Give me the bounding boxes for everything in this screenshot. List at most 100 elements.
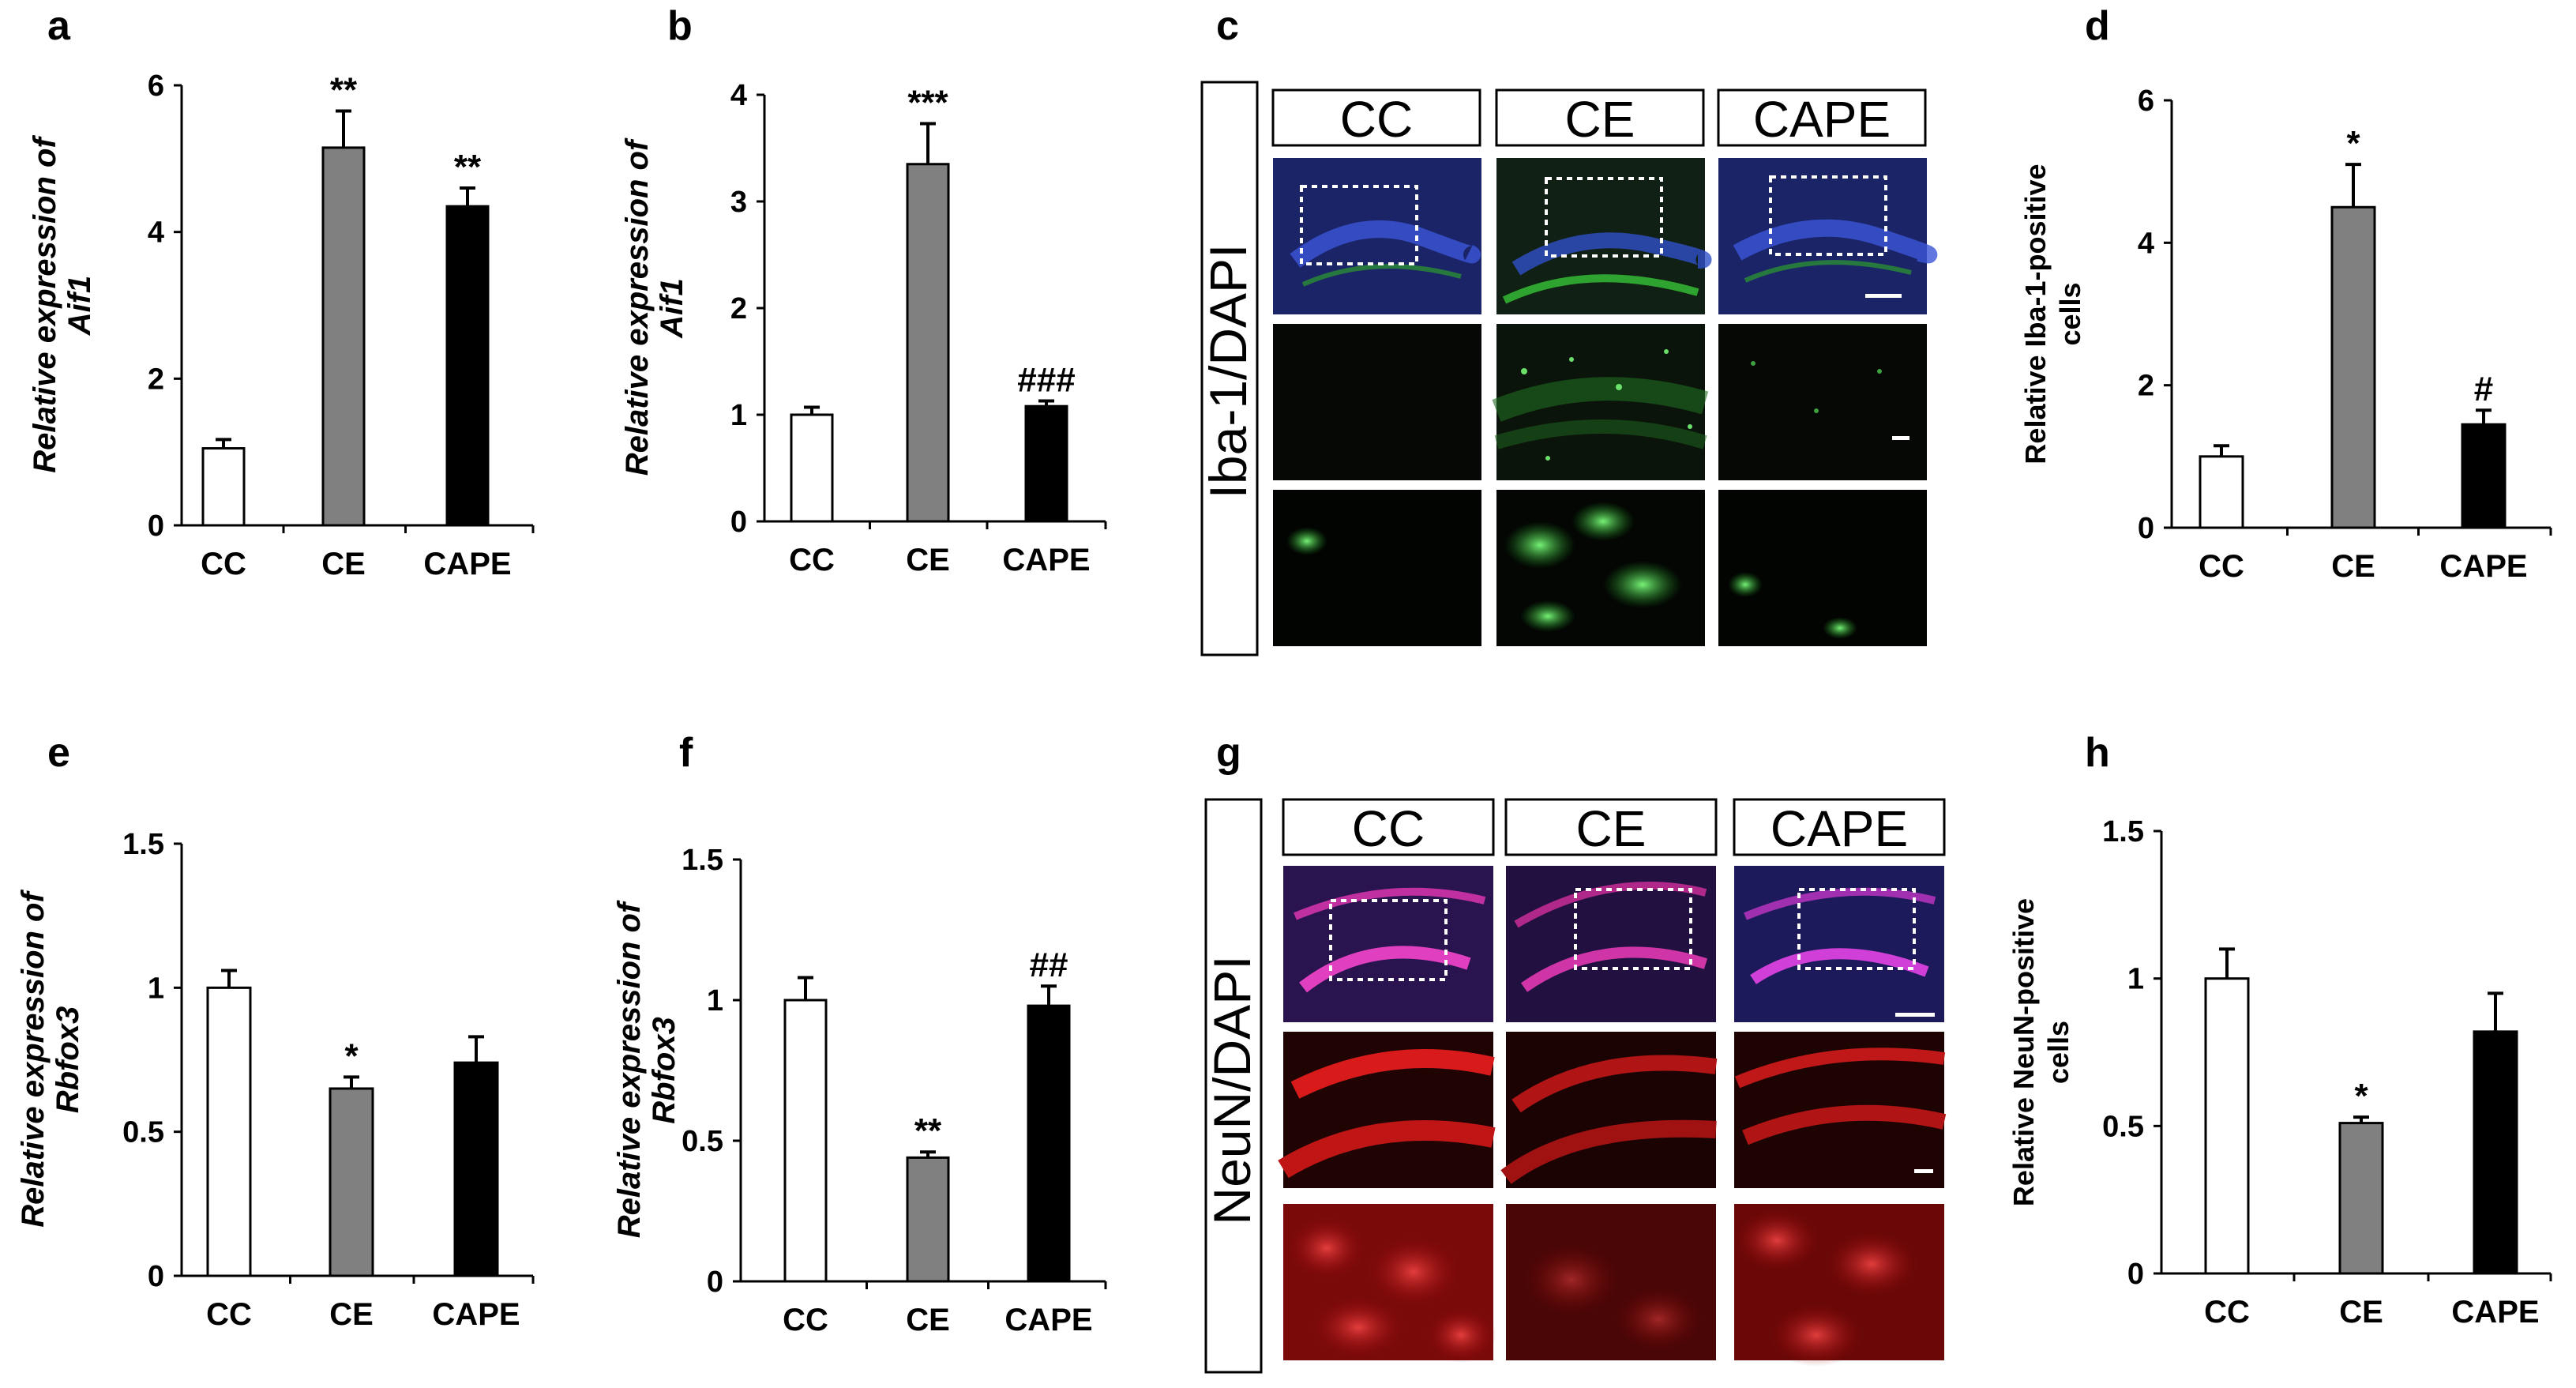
column-header-cape: CAPE <box>1753 91 1891 148</box>
category-label-cc: CC <box>206 1297 252 1332</box>
bar-f-ce <box>906 1156 950 1283</box>
y-tick-label: 1 <box>2127 963 2144 996</box>
y-tick-label: 0 <box>730 506 747 539</box>
y-tick-label: 1 <box>707 984 723 1017</box>
panel-label-e: e <box>47 730 70 776</box>
y-tick-label: 2 <box>148 363 164 396</box>
micrograph-c-overview-ce <box>1496 158 1712 314</box>
column-header-ce: CE <box>1565 91 1635 148</box>
scale-bar-g-1 <box>1895 1013 1935 1017</box>
y-tick-label: 0 <box>707 1266 723 1299</box>
category-label-cape: CAPE <box>2439 549 2527 584</box>
y-tick-label: 1.5 <box>2102 815 2144 848</box>
category-label-cc: CC <box>201 547 246 581</box>
panel-label-g: g <box>1216 730 1241 776</box>
bar-h-ce <box>2338 1122 2384 1275</box>
category-label-ce: CE <box>906 543 950 577</box>
bar-h-cape <box>2473 1030 2518 1275</box>
y-axis-label-b-line2: Aif1 <box>655 278 689 339</box>
significance-mark-f-cape: ## <box>1030 946 1068 984</box>
category-label-cape: CAPE <box>1004 1303 1092 1337</box>
bar-f-cc <box>783 999 828 1283</box>
bar-chart-b: 0 1 2 3 4 CC *** CE ### CAPE Relative expression o… <box>620 79 1107 577</box>
significance-mark-h-ce: * <box>2354 1077 2368 1115</box>
bar-chart-h: 0 0.5 1 1.5 CC * CE CAPE Relative NeuN-positive c… <box>2007 815 2552 1330</box>
bar-chart-a: 0 2 4 6 CC ** CE ** CAPE Relative expression of Ai… <box>28 70 535 581</box>
y-axis-label-f: Relative expression of <box>612 900 647 1238</box>
micrograph-c-zoom-cape <box>1718 324 1927 480</box>
micrograph-g-zoom-ce <box>1500 1032 1718 1188</box>
y-axis-label-a-line2: Aif1 <box>62 276 97 337</box>
category-label-ce: CE <box>2339 1295 2383 1330</box>
y-axis-label-f-line2: Rbfox3 <box>647 1017 682 1124</box>
panel-label-d: d <box>2085 3 2110 49</box>
column-header-box-g-cc <box>1282 798 1495 856</box>
bar-d-cape <box>2461 423 2507 529</box>
category-label-cape: CAPE <box>432 1297 520 1332</box>
category-label-ce: CE <box>329 1297 374 1332</box>
micrograph-c-high-cape <box>1718 490 1927 646</box>
panel-label-a: a <box>47 3 71 49</box>
bar-e-ce <box>329 1087 374 1277</box>
category-label-cc: CC <box>2199 549 2244 584</box>
significance-mark-b-ce: *** <box>907 83 948 122</box>
bar-a-cape <box>445 205 490 527</box>
y-tick-label: 0.5 <box>122 1116 164 1149</box>
side-label-box-c <box>1200 81 1259 656</box>
significance-mark-e-ce: * <box>344 1036 359 1075</box>
side-label-iba1-dapi: Iba-1/DAPI <box>1199 244 1257 499</box>
y-tick-label: 4 <box>730 79 747 112</box>
y-tick-label: 3 <box>730 186 747 219</box>
y-axis-label-d-line2: cells <box>2054 282 2086 345</box>
bar-d-cc <box>2199 455 2244 529</box>
column-header-box-g-ce <box>1504 798 1718 856</box>
category-label-ce: CE <box>2331 549 2375 584</box>
column-header-box-g-cape <box>1733 798 1946 856</box>
category-label-cape: CAPE <box>423 547 511 581</box>
significance-mark-a-ce: ** <box>330 70 358 109</box>
micrograph-g-overview-ce <box>1506 866 1716 1022</box>
bar-f-cape <box>1027 1004 1071 1283</box>
micrograph-g-high-cape <box>1733 1204 1944 1367</box>
y-axis-label-a: Relative expression of <box>28 135 62 473</box>
category-label-cape: CAPE <box>2451 1295 2539 1330</box>
y-tick-label: 0 <box>148 1260 164 1293</box>
scale-bar-g-2 <box>1914 1169 1933 1173</box>
y-tick-label: 6 <box>2138 85 2154 118</box>
y-tick-label: 0 <box>2138 512 2154 545</box>
y-tick-label: 2 <box>2138 370 2154 403</box>
category-label-cape: CAPE <box>1002 543 1090 577</box>
micrograph-c-zoom-cc <box>1273 324 1481 480</box>
bar-chart-e: 0 0.5 1 1.5 CC * CE CAPE Relative expression of R… <box>16 828 535 1332</box>
micrograph-g-high-cc <box>1283 1204 1496 1363</box>
micrograph-g-overview-cc <box>1283 866 1493 1022</box>
significance-mark-a-cape: ** <box>454 148 482 186</box>
micrograph-c-overview-cc <box>1273 158 1481 314</box>
column-header-g-cape: CAPE <box>1771 800 1908 857</box>
side-label-box-g <box>1204 798 1263 1374</box>
bar-e-cape <box>453 1061 499 1277</box>
panel-label-h: h <box>2085 730 2110 776</box>
y-tick-label: 6 <box>148 70 164 103</box>
category-label-cc: CC <box>783 1303 828 1337</box>
micrograph-c-zoom-ce <box>1492 324 1709 480</box>
bar-d-ce <box>2330 205 2376 529</box>
y-tick-label: 4 <box>148 216 164 250</box>
micrograph-panel-c: Iba-1/DAPI CC CE CAPE <box>1199 81 1938 656</box>
bar-a-cc <box>201 447 246 527</box>
y-axis-label-b: Relative expression of <box>620 137 655 476</box>
bar-a-ce <box>321 146 366 527</box>
y-tick-label: 0 <box>2127 1258 2144 1291</box>
micrograph-g-zoom-cape <box>1734 1032 1947 1188</box>
micrograph-panel-g: NeuN/DAPI CC CE CAPE <box>1203 798 1947 1374</box>
y-axis-label-e: Relative expression of <box>16 890 51 1228</box>
bar-h-cc <box>2204 977 2250 1275</box>
panel-label-c: c <box>1216 3 1239 49</box>
y-tick-label: 0.5 <box>2102 1110 2144 1143</box>
y-tick-label: 4 <box>2138 227 2154 260</box>
y-tick-label: 1 <box>148 972 164 1005</box>
significance-mark-f-ce: ** <box>914 1112 942 1150</box>
bar-chart-d: 0 2 4 6 CC * CE # CAPE Relative Iba-1-positive cel… <box>2019 85 2552 584</box>
bar-b-cc <box>790 413 834 523</box>
